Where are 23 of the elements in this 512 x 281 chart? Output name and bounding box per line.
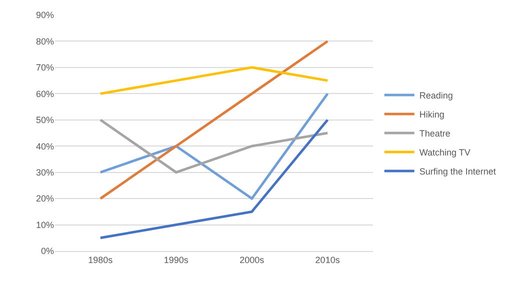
y-tick-label: 10%	[36, 220, 54, 230]
x-tick-label: 2000s	[240, 254, 265, 265]
legend-label: Reading	[419, 90, 453, 101]
y-tick-label: 60%	[36, 88, 54, 99]
y-tick-label: 70%	[36, 62, 54, 73]
x-tick-label: 2010s	[315, 254, 340, 265]
y-tick-label: 50%	[36, 115, 54, 126]
legend-label: Watching TV	[419, 148, 470, 158]
y-tick-label: 20%	[36, 194, 54, 204]
line-series	[99, 92, 329, 200]
line-series	[99, 118, 329, 174]
line-series	[99, 40, 329, 200]
y-tick-label: 90%	[36, 10, 54, 20]
y-tick-label: 40%	[36, 141, 54, 152]
x-tick-label: 1990s	[164, 254, 189, 265]
legend-label: Surfing the Internet	[419, 166, 496, 177]
y-tick-label: 0%	[40, 246, 54, 256]
x-tick-label: 1980s	[88, 254, 114, 265]
line-series	[99, 118, 329, 240]
y-tick-label: 30%	[36, 167, 54, 178]
y-tick-label: 80%	[36, 36, 54, 46]
legend-label: Hiking	[419, 110, 444, 120]
legend-label: Theatre	[419, 128, 450, 139]
